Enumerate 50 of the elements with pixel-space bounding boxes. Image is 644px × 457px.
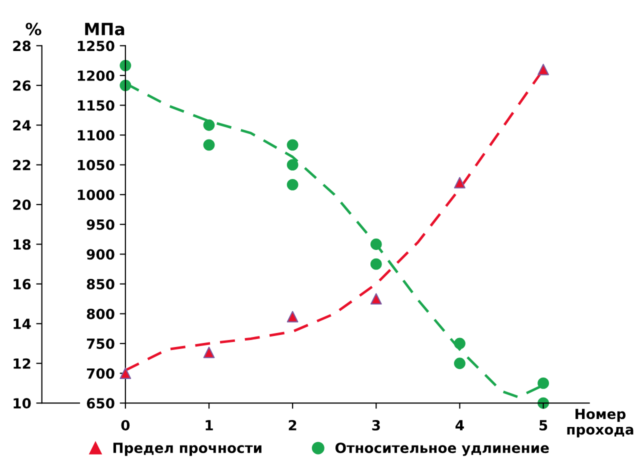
y-tick-label: 750	[86, 338, 114, 349]
point	[203, 119, 215, 131]
point	[286, 159, 298, 171]
x-tick-label: 2	[288, 420, 296, 430]
y-tick-label: 850	[86, 278, 114, 290]
y2-tick-label: 14	[14, 318, 31, 329]
y-axis-title: МПа	[85, 22, 124, 36]
x-tick-label: 4	[456, 420, 464, 430]
point	[370, 258, 382, 270]
point	[454, 358, 466, 370]
y2-tick-label: 20	[13, 200, 31, 210]
point	[286, 139, 298, 151]
y-tick-label: 800	[86, 308, 114, 320]
y-tick-label: 900	[86, 249, 114, 260]
y-tick-label: 1000	[78, 190, 114, 200]
y-tick-label: 1200	[78, 70, 114, 81]
y2-tick-label: 10	[14, 398, 31, 409]
legend-label: Предел прочности	[113, 442, 262, 456]
y-tick-label: 650	[86, 398, 114, 409]
x-tick-label: 5	[540, 420, 548, 430]
point	[454, 338, 466, 350]
y2-tick-label: 22	[13, 160, 30, 170]
x-tick-label: 0	[121, 420, 130, 430]
point	[203, 346, 215, 358]
point	[203, 139, 215, 151]
point	[286, 311, 298, 322]
x-tick-label: 3	[372, 420, 380, 430]
point	[538, 378, 549, 389]
point	[120, 368, 132, 379]
y2-tick-label: 16	[14, 278, 31, 290]
point	[370, 238, 382, 250]
y-tick-label: 1250	[78, 40, 114, 52]
legend-label: Относительное удлинение	[335, 442, 549, 456]
y2-tick-label: 24	[13, 120, 31, 130]
y-tick-label: 1100	[78, 130, 114, 141]
point	[454, 176, 466, 188]
y2-tick-label: 26	[13, 80, 31, 91]
y2-tick-label: 28	[13, 40, 31, 52]
point	[538, 64, 549, 76]
y2-tick-label: 18	[14, 239, 31, 250]
y-tick-label: 700	[86, 368, 114, 379]
y-tick-label: 1150	[78, 100, 114, 111]
x-tick-label: 1	[206, 420, 213, 430]
x-axis-title: Номер прохода	[567, 408, 634, 438]
point	[286, 178, 298, 190]
point	[370, 293, 382, 305]
y2-tick-label: 12	[14, 358, 30, 369]
y-tick-label: 1050	[78, 160, 114, 170]
y2-axis-title: %	[26, 22, 42, 36]
y-tick-label: 950	[86, 219, 114, 230]
